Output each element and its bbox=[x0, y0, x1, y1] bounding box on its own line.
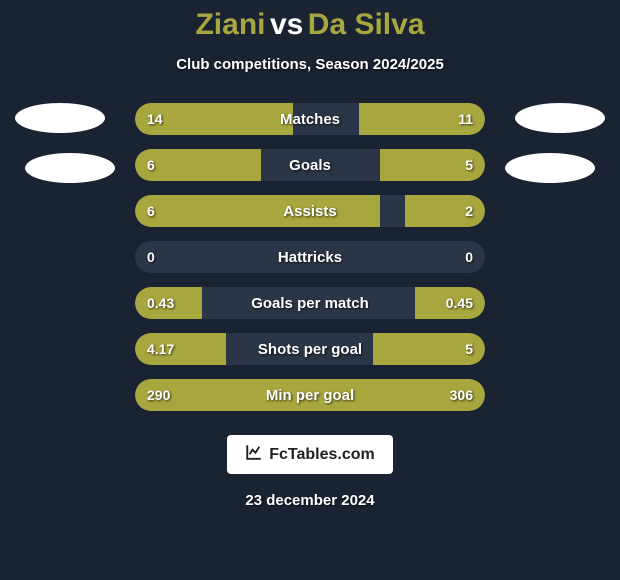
comparison-title: Ziani vs Da Silva bbox=[195, 8, 424, 42]
stat-row: 4.175Shots per goal bbox=[135, 333, 485, 365]
stat-label: Hattricks bbox=[135, 241, 485, 273]
stat-label: Assists bbox=[135, 195, 485, 227]
brand-badge: FcTables.com bbox=[227, 435, 393, 474]
stat-label: Goals per match bbox=[135, 287, 485, 319]
date-text: 23 december 2024 bbox=[245, 492, 374, 509]
stat-row: 65Goals bbox=[135, 149, 485, 181]
stat-row: 62Assists bbox=[135, 195, 485, 227]
chart-icon bbox=[245, 443, 263, 466]
stat-label: Matches bbox=[135, 103, 485, 135]
brand-text: FcTables.com bbox=[269, 446, 375, 464]
player1-photo-placeholder bbox=[15, 103, 105, 133]
player1-logo-placeholder bbox=[25, 153, 115, 183]
stat-label: Goals bbox=[135, 149, 485, 181]
subtitle: Club competitions, Season 2024/2025 bbox=[176, 56, 444, 73]
stat-bars: 1411Matches 65Goals 62Assists 00Hattricks 0.… bbox=[135, 103, 485, 411]
stat-label: Min per goal bbox=[135, 379, 485, 411]
stat-row: 1411Matches bbox=[135, 103, 485, 135]
player2-logo-placeholder bbox=[505, 153, 595, 183]
vs-text: vs bbox=[270, 8, 303, 41]
stats-area: 1411Matches 65Goals 62Assists 00Hattricks 0.… bbox=[0, 103, 620, 411]
stat-row: 00Hattricks bbox=[135, 241, 485, 273]
stat-row: 0.430.45Goals per match bbox=[135, 287, 485, 319]
player2-name: Da Silva bbox=[308, 8, 425, 41]
player2-photo-placeholder bbox=[515, 103, 605, 133]
stat-label: Shots per goal bbox=[135, 333, 485, 365]
player1-name: Ziani bbox=[195, 8, 265, 41]
stat-row: 290306Min per goal bbox=[135, 379, 485, 411]
